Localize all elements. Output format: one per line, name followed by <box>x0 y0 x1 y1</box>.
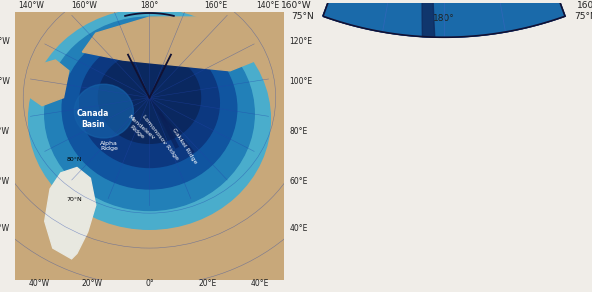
Text: 70°N: 70°N <box>66 197 82 202</box>
Text: 75°N: 75°N <box>291 12 314 21</box>
Polygon shape <box>236 221 284 259</box>
Text: 0°: 0° <box>145 279 154 288</box>
Ellipse shape <box>62 28 237 189</box>
Text: 60°W: 60°W <box>0 177 10 186</box>
Text: 40°W: 40°W <box>0 224 10 233</box>
Text: 40°E: 40°E <box>250 279 269 288</box>
Ellipse shape <box>28 9 271 229</box>
Text: Alpha
Ridge: Alpha Ridge <box>100 141 118 151</box>
Text: 80°N: 80°N <box>66 157 82 162</box>
Text: Canada
Basin: Canada Basin <box>77 110 110 129</box>
Polygon shape <box>82 17 257 71</box>
Text: Gakkel Ridge: Gakkel Ridge <box>171 127 198 165</box>
Ellipse shape <box>45 17 254 211</box>
Text: 80°E: 80°E <box>289 127 307 136</box>
Ellipse shape <box>80 39 219 168</box>
Ellipse shape <box>98 52 201 143</box>
Polygon shape <box>15 60 69 106</box>
Text: 120°W: 120°W <box>0 37 10 46</box>
Ellipse shape <box>74 84 133 138</box>
Text: Lomonosov Ridge: Lomonosov Ridge <box>141 114 179 161</box>
Text: 20°W: 20°W <box>81 279 102 288</box>
Text: 160°W: 160°W <box>70 1 96 10</box>
Text: 75°N: 75°N <box>574 12 592 21</box>
Text: 160°E: 160°E <box>204 1 227 10</box>
Text: 100°E: 100°E <box>289 77 313 86</box>
Text: 40°E: 40°E <box>289 224 308 233</box>
Text: 160°W: 160°W <box>281 1 311 11</box>
Text: 80°W: 80°W <box>0 127 10 136</box>
Polygon shape <box>323 0 565 37</box>
Text: Mendeleev
Ridge: Mendeleev Ridge <box>123 114 155 145</box>
Text: 180°: 180° <box>433 14 455 23</box>
Text: 60°E: 60°E <box>289 177 308 186</box>
Polygon shape <box>422 0 435 37</box>
Polygon shape <box>45 168 96 259</box>
Text: 100°W: 100°W <box>0 77 10 86</box>
Polygon shape <box>323 0 565 37</box>
Text: 120°E: 120°E <box>289 37 312 46</box>
Text: 140°E: 140°E <box>256 1 279 10</box>
Text: 180°: 180° <box>140 1 159 10</box>
Text: 140°W: 140°W <box>18 1 44 10</box>
Text: 40°W: 40°W <box>29 279 50 288</box>
Text: 160°E: 160°E <box>577 1 592 11</box>
Text: 20°E: 20°E <box>198 279 216 288</box>
